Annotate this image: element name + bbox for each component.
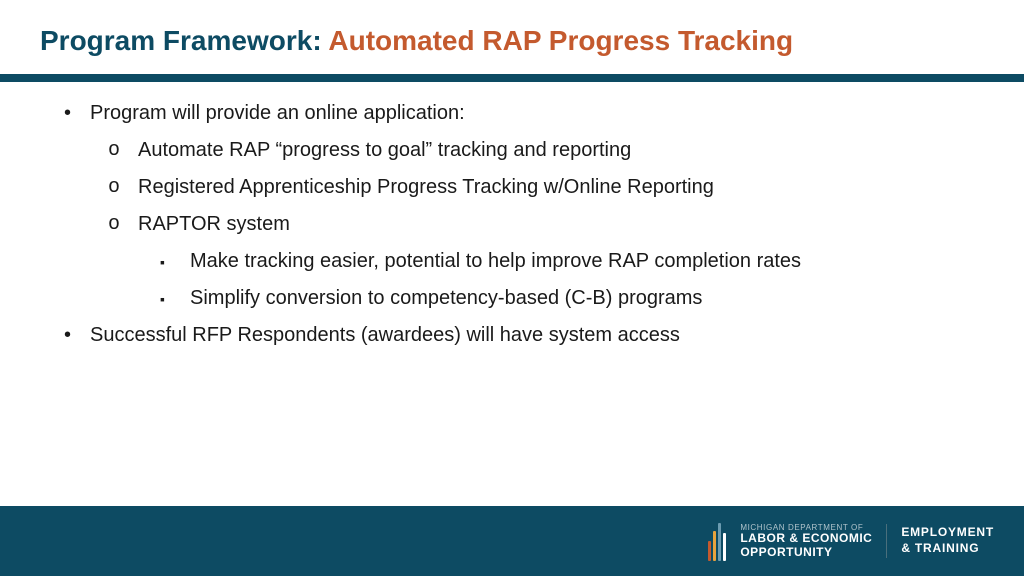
bullet-level2: o Automate RAP “progress to goal” tracki… [60,139,964,162]
bullet-text: Make tracking easier, potential to help … [190,250,801,273]
bullet-marker: ▪ [160,250,190,270]
bullet-text: RAPTOR system [138,213,290,236]
logo-bar [713,531,716,561]
footer-dept-line1: LABOR & ECONOMIC [740,532,872,546]
footer-dept-text: MICHIGAN DEPARTMENT OF LABOR & ECONOMIC … [740,523,872,560]
bullet-marker: • [60,324,90,347]
logo-icon [708,521,726,561]
bullet-level2: o RAPTOR system [60,213,964,236]
bullet-level3: ▪ Simplify conversion to competency-base… [60,287,964,310]
footer-division-line1: EMPLOYMENT [901,525,994,541]
header-divider [0,74,1024,82]
bullet-marker: • [60,102,90,125]
bullet-marker: o [108,176,138,199]
footer-division-line2: & TRAINING [901,541,994,557]
slide-footer: MICHIGAN DEPARTMENT OF LABOR & ECONOMIC … [0,506,1024,576]
bullet-marker: o [108,139,138,162]
slide-title: Program Framework: Automated RAP Progres… [40,24,984,58]
bullet-marker: o [108,213,138,236]
footer-logo-block: MICHIGAN DEPARTMENT OF LABOR & ECONOMIC … [708,521,994,561]
bullet-level1: • Program will provide an online applica… [60,102,964,125]
slide-header: Program Framework: Automated RAP Progres… [0,0,1024,68]
bullet-level2: o Registered Apprenticeship Progress Tra… [60,176,964,199]
title-suffix: Automated RAP Progress Tracking [328,25,793,56]
bullet-text: Automate RAP “progress to goal” tracking… [138,139,631,162]
slide-body: • Program will provide an online applica… [0,82,1024,347]
logo-bar [723,533,726,561]
bullet-text: Program will provide an online applicati… [90,102,465,125]
bullet-text: Registered Apprenticeship Progress Track… [138,176,714,199]
footer-dept-line2: OPPORTUNITY [740,546,872,560]
bullet-text: Simplify conversion to competency-based … [190,287,702,310]
bullet-level1: • Successful RFP Respondents (awardees) … [60,324,964,347]
bullet-marker: ▪ [160,287,190,307]
title-prefix: Program Framework: [40,25,328,56]
footer-separator [886,524,887,558]
bullet-text: Successful RFP Respondents (awardees) wi… [90,324,680,347]
logo-bar [718,523,721,561]
logo-bar [708,541,711,561]
bullet-level3: ▪ Make tracking easier, potential to hel… [60,250,964,273]
footer-division-text: EMPLOYMENT & TRAINING [901,525,994,556]
